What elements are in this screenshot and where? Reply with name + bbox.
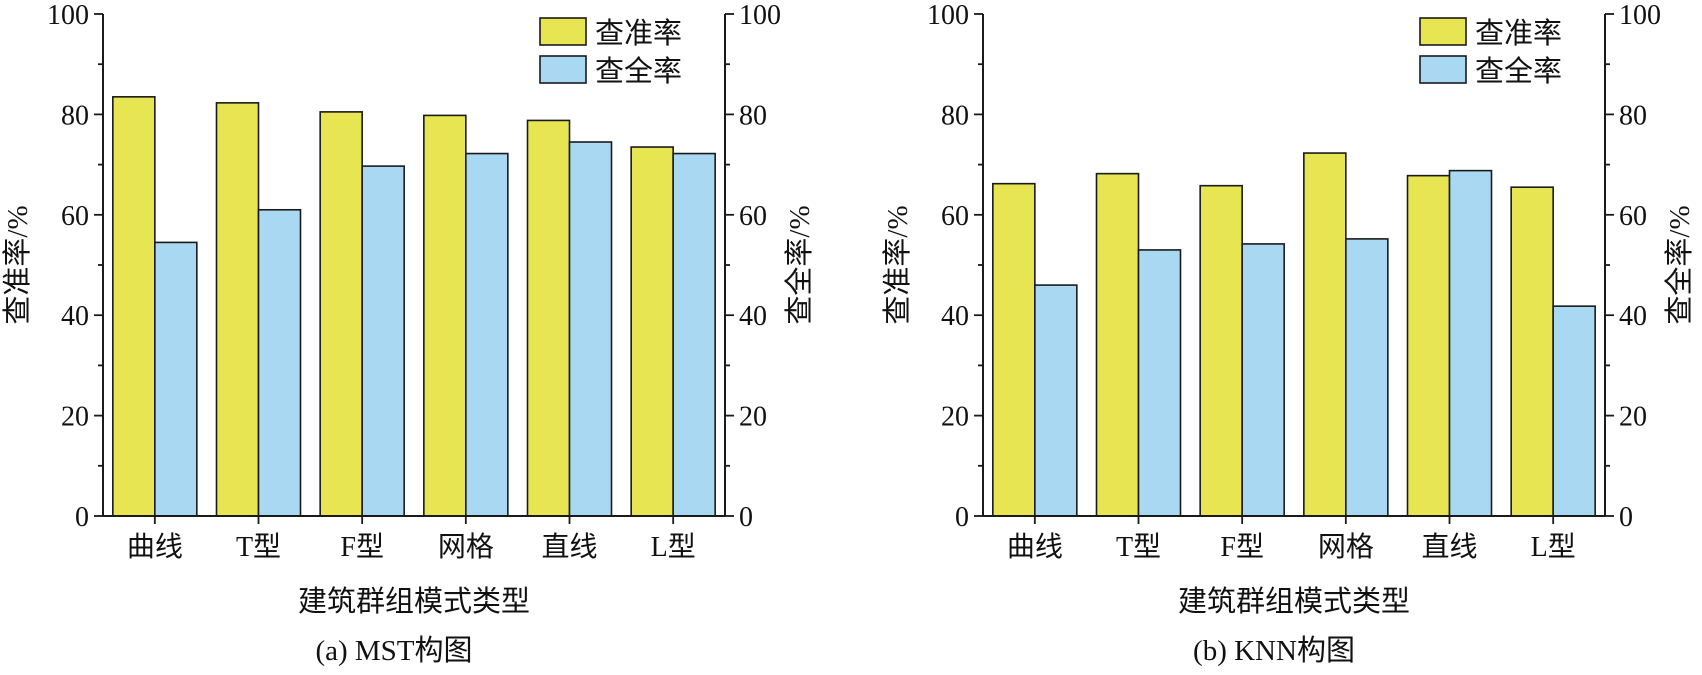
y-tick-label-left: 20: [941, 402, 969, 433]
y-tick-label-left: 100: [47, 0, 89, 31]
bar-recall-0: [1034, 284, 1078, 517]
x-tick-label: 网格: [438, 531, 494, 563]
y-tick-label-right: 40: [739, 301, 767, 332]
legend-label: 查全率: [1475, 55, 1562, 88]
legend-swatch-precision: [539, 17, 587, 46]
legend-label: 查准率: [1475, 17, 1562, 50]
bar-recall-3: [1345, 238, 1389, 517]
bar-precision-1: [1095, 172, 1140, 517]
panel-caption: (b) KNN构图: [1193, 634, 1355, 667]
chart-panel-a: 曲线 T型 F型 网格 直线 L型 0 0 20 20 40 40 60 60 80 80 100 100 查准率/…: [1, 0, 816, 667]
bar-precision-2: [319, 111, 363, 517]
bar-precision-2: [1199, 184, 1243, 517]
bar-recall-4: [568, 141, 613, 517]
y-tick-label-left: 60: [61, 201, 89, 232]
y-tick-label-left: 0: [75, 502, 89, 533]
y-tick-label-left: 40: [61, 301, 89, 332]
legend-swatch-precision: [1419, 17, 1467, 46]
bar-recall-1: [1137, 249, 1182, 517]
x-tick-label: T型: [1116, 531, 1161, 563]
x-tick-label: T型: [236, 531, 281, 563]
y-tick-label-right: 0: [739, 502, 753, 533]
legend-label: 查准率: [595, 17, 682, 50]
x-tick-label: 曲线: [1007, 531, 1063, 563]
y-axis-title-left: 查准率/%: [881, 205, 914, 324]
bar-precision-3: [423, 114, 467, 517]
bar-precision-1: [215, 102, 260, 517]
y-tick-label-left: 80: [61, 100, 89, 131]
y-tick-label-left: 0: [955, 502, 969, 533]
x-tick-label: 直线: [541, 531, 597, 563]
y-tick-label-right: 100: [1619, 0, 1661, 31]
bar-precision-4: [1406, 174, 1451, 517]
x-tick-label: F型: [340, 531, 384, 563]
x-tick-label: L型: [1531, 531, 1576, 563]
x-tick-label: F型: [1220, 531, 1264, 563]
bar-recall-3: [465, 152, 509, 517]
bar-recall-0: [154, 241, 198, 517]
y-tick-label-left: 20: [61, 402, 89, 433]
bar-recall-2: [361, 165, 405, 517]
y-tick-label-right: 20: [739, 402, 767, 433]
bar-recall-4: [1448, 169, 1493, 517]
bar-recall-1: [257, 208, 302, 517]
y-tick-label-right: 20: [1619, 402, 1647, 433]
x-tick-label: 网格: [1318, 531, 1374, 563]
y-tick-label-left: 60: [941, 201, 969, 232]
y-tick-label-right: 40: [1619, 301, 1647, 332]
y-axis-title-right: 查全率/%: [783, 205, 816, 324]
y-tick-label-right: 80: [1619, 100, 1647, 131]
y-tick-label-left: 40: [941, 301, 969, 332]
bar-recall-5: [1552, 305, 1596, 517]
y-tick-label-right: 0: [1619, 502, 1633, 533]
bar-recall-2: [1241, 243, 1285, 517]
y-axis-title-right: 查全率/%: [1663, 205, 1696, 324]
y-tick-label-right: 60: [739, 201, 767, 232]
x-axis-title: 建筑群组模式类型: [298, 585, 530, 618]
bar-precision-3: [1303, 152, 1347, 517]
bar-precision-0: [992, 182, 1036, 517]
x-tick-label: L型: [651, 531, 696, 563]
panel-caption: (a) MST构图: [315, 634, 472, 667]
bar-recall-5: [672, 152, 716, 517]
y-axis-title-left: 查准率/%: [1, 205, 34, 324]
chart-panel-b: 曲线 T型 F型 网格 直线 L型 0 0 20 20 40 40 60 60 80 80 100 100 查准率/…: [881, 0, 1696, 667]
x-tick-label: 直线: [1421, 531, 1477, 563]
bar-precision-0: [112, 96, 156, 517]
y-tick-label-left: 80: [941, 100, 969, 131]
bar-precision-5: [1510, 186, 1554, 517]
y-tick-label-right: 100: [739, 0, 781, 31]
x-tick-label: 曲线: [127, 531, 183, 563]
legend-swatch-recall: [539, 55, 587, 84]
y-tick-label-right: 80: [739, 100, 767, 131]
legend-swatch-recall: [1419, 55, 1467, 84]
x-axis-title: 建筑群组模式类型: [1178, 585, 1410, 618]
y-tick-label-left: 100: [927, 0, 969, 31]
bar-precision-4: [526, 119, 571, 517]
legend-label: 查全率: [595, 55, 682, 88]
y-tick-label-right: 60: [1619, 201, 1647, 232]
bar-precision-5: [630, 146, 674, 517]
